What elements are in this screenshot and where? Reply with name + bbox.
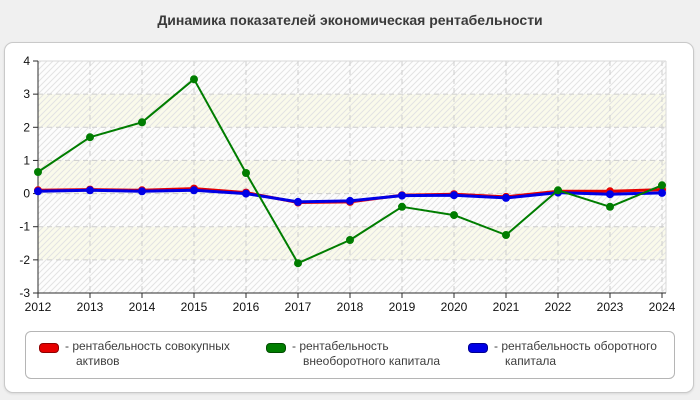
y-tick-label: -3 bbox=[19, 286, 30, 300]
data-point bbox=[398, 191, 406, 200]
data-point bbox=[34, 168, 42, 176]
data-point bbox=[190, 186, 198, 195]
x-tick-label: 2014 bbox=[129, 300, 156, 314]
x-tick-label: 2021 bbox=[493, 300, 520, 314]
data-point bbox=[502, 231, 510, 239]
x-tick-label: 2013 bbox=[77, 300, 104, 314]
y-tick-label: -1 bbox=[19, 220, 30, 234]
legend-swatch-working-capital-icon bbox=[468, 343, 488, 353]
x-tick-label: 2020 bbox=[441, 300, 468, 314]
legend-item-total-assets: - рентабельность совокупных активов bbox=[39, 339, 230, 369]
y-tick-label: 0 bbox=[23, 187, 30, 201]
data-point bbox=[190, 75, 198, 84]
data-point bbox=[450, 191, 458, 200]
x-tick-label: 2023 bbox=[597, 300, 624, 314]
legend-label-working-capital: - рентабельность оборотного капитала bbox=[494, 339, 657, 368]
series-1 bbox=[34, 75, 666, 268]
legend-label-total-assets: - рентабельность совокупных активов bbox=[65, 339, 230, 368]
x-tick-label: 2018 bbox=[337, 300, 364, 314]
x-tick-label: 2016 bbox=[233, 300, 260, 314]
data-point bbox=[86, 186, 94, 195]
x-tick-labels: 2012 2013 2014 2015 2016 2017 2018 2019 2020 2021… bbox=[25, 300, 676, 314]
data-point bbox=[346, 196, 354, 205]
legend-item-working-capital: - рентабельность оборотного капитала bbox=[468, 339, 657, 369]
axes bbox=[33, 60, 666, 298]
x-tick-label: 2024 bbox=[649, 300, 676, 314]
data-point bbox=[398, 202, 406, 211]
data-point bbox=[294, 259, 302, 268]
data-point bbox=[450, 211, 458, 220]
x-tick-label: 2015 bbox=[181, 300, 208, 314]
y-tick-label: -2 bbox=[19, 253, 30, 267]
y-tick-label: 3 bbox=[23, 87, 30, 101]
data-point bbox=[138, 118, 146, 127]
data-point bbox=[242, 169, 250, 177]
y-tick-label: 4 bbox=[23, 54, 30, 68]
data-point bbox=[242, 189, 250, 198]
plot-border bbox=[38, 60, 667, 293]
data-point bbox=[86, 133, 94, 142]
x-tick-label: 2022 bbox=[545, 300, 572, 314]
y-tick-labels: -3 -2 -1 0 1 2 3 4 bbox=[19, 54, 30, 300]
data-point bbox=[606, 190, 614, 199]
y-tick-label: 2 bbox=[23, 120, 30, 134]
data-point bbox=[138, 187, 146, 196]
plot-bands bbox=[38, 61, 666, 293]
data-point bbox=[658, 188, 666, 197]
data-point bbox=[294, 197, 302, 206]
x-tick-label: 2019 bbox=[389, 300, 416, 314]
data-point bbox=[658, 181, 666, 190]
y-tick-label: 1 bbox=[23, 153, 30, 167]
legend: - рентабельность совокупных активов - ре… bbox=[25, 331, 675, 379]
page-title: Динамика показателей экономическая рента… bbox=[157, 12, 543, 28]
gridlines bbox=[38, 61, 666, 293]
legend-label-noncurrent-capital: - рентабельность внеоборотного капитала bbox=[292, 339, 440, 368]
data-point bbox=[554, 186, 562, 195]
data-point bbox=[346, 236, 354, 244]
x-tick-label: 2017 bbox=[285, 300, 312, 314]
data-point bbox=[502, 193, 510, 202]
data-point bbox=[606, 202, 614, 211]
legend-swatch-noncurrent-capital-icon bbox=[266, 343, 286, 353]
x-tick-label: 2012 bbox=[25, 300, 52, 314]
legend-swatch-total-assets-icon bbox=[39, 343, 59, 353]
legend-item-noncurrent-capital: - рентабельность внеоборотного капитала bbox=[266, 339, 440, 369]
data-point bbox=[34, 187, 42, 196]
